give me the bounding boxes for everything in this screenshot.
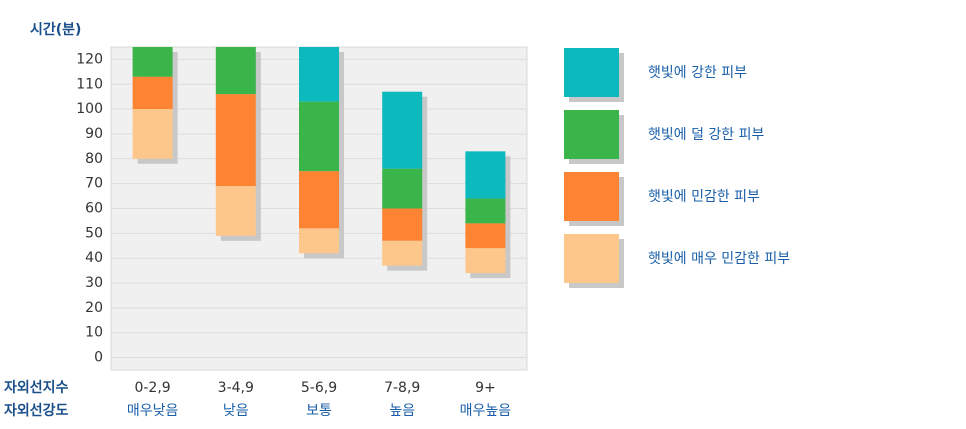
x-tick-label: 9+ (475, 380, 496, 396)
legend-label: 햇빛에 덜 강한 피부 (648, 127, 765, 143)
y-tick-label: 30 (85, 275, 103, 291)
bar-segment (465, 151, 506, 199)
bar-segment (132, 76, 173, 110)
bar-segment (299, 47, 339, 102)
legend-label: 햇빛에 매우 민감한 피부 (648, 251, 790, 267)
y-tick-label: 40 (85, 250, 103, 266)
bar-segment (299, 171, 339, 229)
bar-segment (299, 228, 339, 254)
x-tick-sublabel: 매우높음 (460, 403, 512, 419)
x-tick-sublabel: 매우낮음 (127, 403, 179, 419)
y-tick-label: 120 (76, 51, 103, 67)
legend-swatch (564, 234, 619, 283)
x-tick-sublabel: 보통 (306, 403, 332, 419)
y-tick-label: 90 (85, 126, 103, 142)
y-tick-label: 50 (85, 225, 103, 241)
x-tick-sublabel: 낮음 (223, 403, 249, 419)
bar-segment (465, 248, 506, 274)
y-tick-label: 20 (85, 300, 103, 316)
bar-segment (132, 109, 173, 159)
y-tick-label: 110 (76, 76, 103, 92)
row-label: 자외선강도 (4, 402, 69, 419)
legend-label: 햇빛에 민감한 피부 (648, 189, 760, 205)
bar-segment (215, 47, 256, 95)
bar-segment (465, 198, 506, 224)
bar-segment (132, 47, 173, 77)
y-tick-label: 0 (94, 350, 103, 366)
legend-swatch (564, 48, 619, 97)
y-tick-label: 80 (85, 151, 103, 167)
x-tick-label: 3-4,9 (218, 380, 254, 396)
bar-segment (382, 91, 423, 169)
row-label: 자외선지수 (4, 379, 69, 396)
y-tick-label: 100 (76, 101, 103, 117)
bar-segment (382, 168, 423, 209)
legend-label: 햇빛에 강한 피부 (648, 65, 747, 81)
y-tick-label: 60 (85, 201, 103, 217)
x-tick-label: 5-6,9 (301, 380, 337, 396)
legend-swatch (564, 110, 619, 159)
y-tick-label: 70 (85, 176, 103, 192)
legend-swatch (564, 172, 619, 221)
bar-segment (215, 94, 256, 187)
bar-segment (465, 223, 506, 249)
bar-segment (215, 186, 256, 236)
y-tick-label: 10 (85, 325, 103, 341)
bar-segment (299, 101, 339, 172)
x-tick-label: 7-8,9 (384, 380, 420, 396)
x-tick-sublabel: 높음 (389, 403, 415, 419)
bar-segment (382, 240, 423, 266)
x-tick-label: 0-2,9 (134, 380, 170, 396)
y-axis-title: 시간(분) (30, 21, 81, 38)
bar-segment (382, 208, 423, 241)
